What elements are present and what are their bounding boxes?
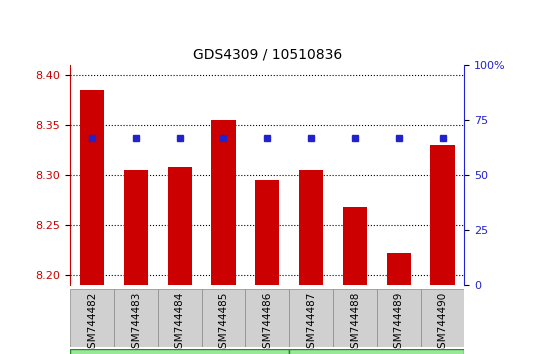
Bar [70,349,289,354]
Bar [289,289,333,347]
Text: GSM744486: GSM744486 [262,291,272,354]
Bar [80,90,104,285]
Bar [158,289,201,347]
Bar [245,289,289,347]
Bar [70,289,114,347]
Bar [377,289,421,347]
Text: GSM744488: GSM744488 [350,291,360,354]
Text: GSM744482: GSM744482 [87,291,97,354]
Bar [299,170,323,285]
Bar [255,180,279,285]
Bar [387,253,411,285]
Text: GSM744484: GSM744484 [175,291,185,354]
Text: GSM744490: GSM744490 [437,291,448,354]
Text: GSM744487: GSM744487 [306,291,316,354]
Bar [124,170,148,285]
Bar [289,349,464,354]
Text: GSM744485: GSM744485 [219,291,228,354]
Bar [343,207,367,285]
Text: GSM744483: GSM744483 [131,291,141,354]
Bar [167,167,192,285]
Text: GSM744489: GSM744489 [394,291,404,354]
Bar [333,289,377,347]
Bar [212,120,235,285]
Bar [114,289,158,347]
Bar [421,289,464,347]
Bar [201,289,245,347]
Title: GDS4309 / 10510836: GDS4309 / 10510836 [193,47,342,62]
Bar [430,145,455,285]
